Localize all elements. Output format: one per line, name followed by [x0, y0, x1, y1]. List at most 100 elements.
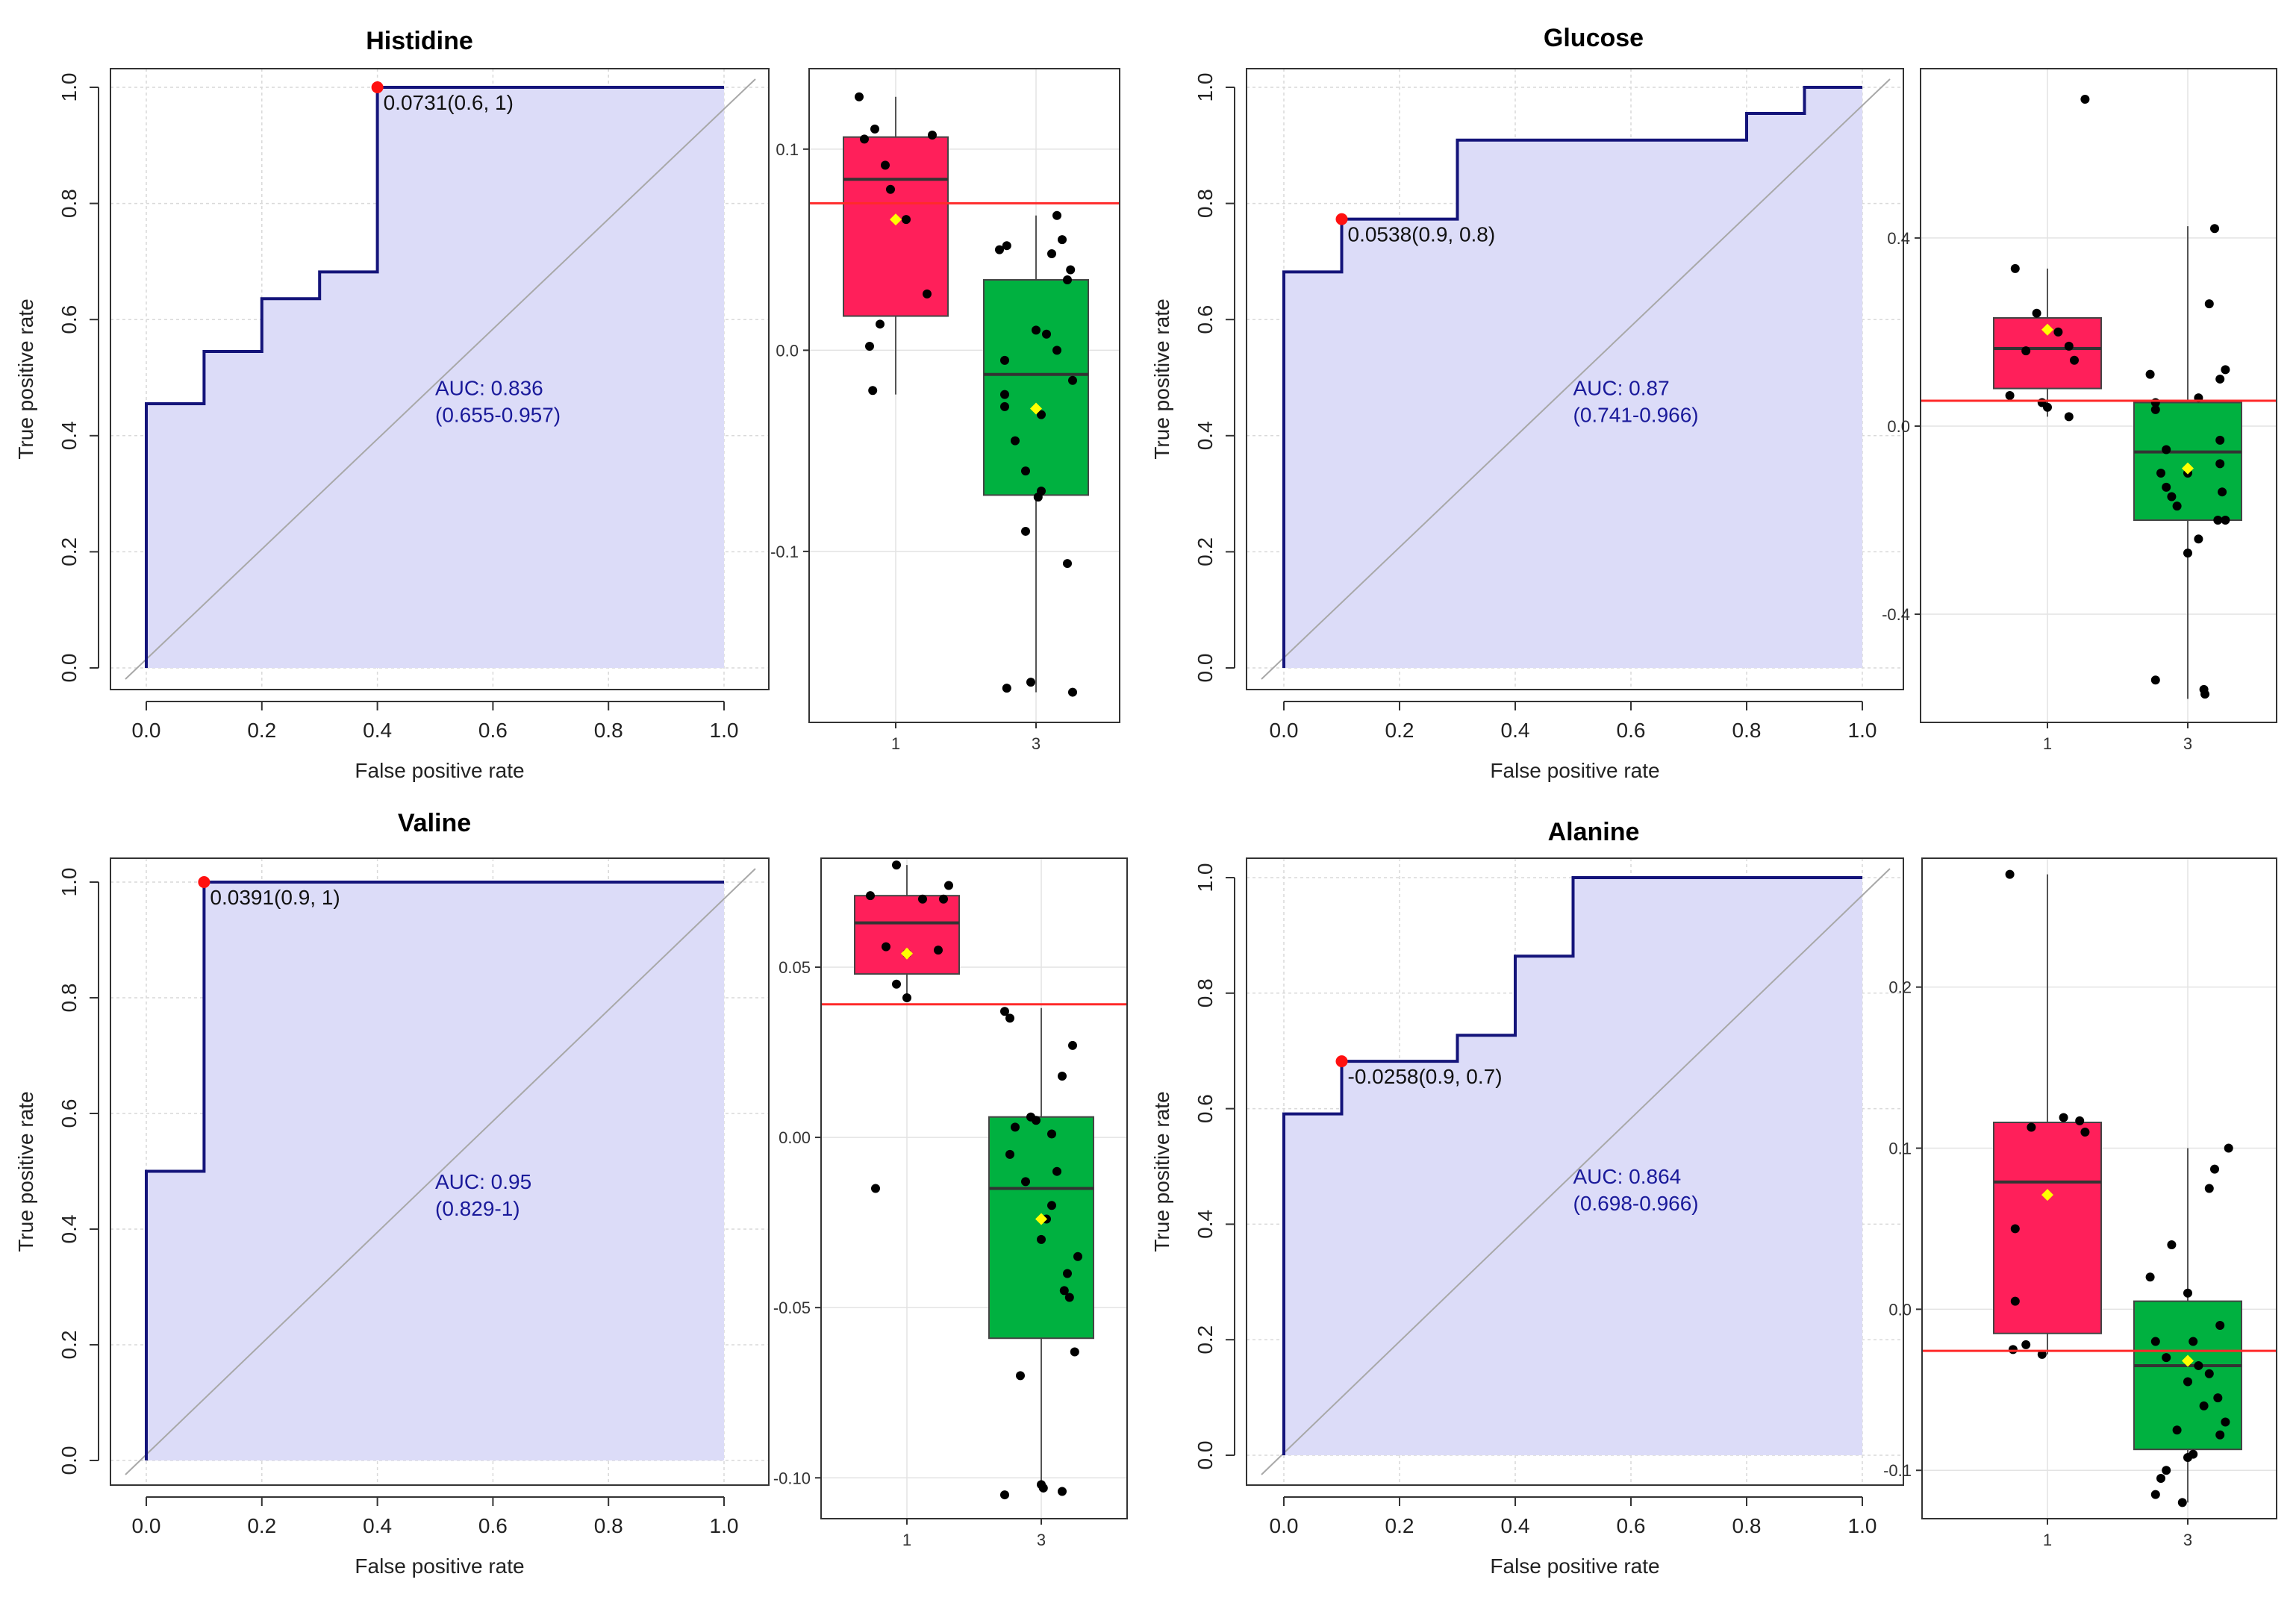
roc-y-tick-label: 0.0: [1194, 654, 1217, 683]
boxplot-group-3: [983, 215, 1089, 693]
boxplot-point: [1068, 375, 1077, 385]
roc-x-tick-label: 0.6: [1617, 1514, 1646, 1537]
roc-curve: [145, 86, 724, 668]
boxplot-point: [876, 319, 885, 329]
roc-y-tick-label: 0.4: [1194, 421, 1217, 450]
boxplot-gridlines: [1921, 69, 2277, 722]
roc-y-tick-label: 0.6: [57, 305, 81, 334]
roc-y-tick-label: 0.2: [57, 537, 81, 566]
boxplot-point: [1047, 1129, 1056, 1139]
boxplot-point: [2215, 374, 2225, 384]
roc-auc-label: AUC: 0.95: [435, 1170, 531, 1193]
roc-x-tick-label: 0.2: [1385, 719, 1414, 742]
roc-y-tick-label: 1.0: [57, 868, 81, 897]
boxplot-point: [1011, 1122, 1020, 1132]
boxplot-point: [871, 1184, 880, 1193]
roc-y-axis: 0.0 0.2 0.4 0.6 0.8 1.0 True positive rate: [1150, 863, 1235, 1469]
boxplot-points-1: [855, 92, 937, 396]
roc-y-tick-label: 0.0: [57, 654, 81, 683]
boxplot-point: [2199, 1401, 2209, 1410]
boxplot-point: [1016, 1371, 1025, 1381]
boxplot-point: [1021, 466, 1030, 476]
boxplot-point: [1000, 390, 1009, 399]
roc-x-tick-label: 0.6: [1617, 719, 1646, 742]
boxplot-point: [2059, 1113, 2068, 1122]
boxplot-point: [934, 946, 943, 955]
roc-y-tick-label: 0.8: [57, 984, 81, 1013]
boxplot-point: [2204, 1184, 2214, 1193]
boxplot-point: [2204, 1369, 2214, 1378]
roc-x-tick-label: 0.4: [363, 719, 392, 742]
chart-title: Valine: [398, 809, 471, 837]
boxplot-point: [2150, 1490, 2160, 1499]
boxplot-point: [2224, 1143, 2233, 1153]
boxplot-box: [2133, 1300, 2242, 1451]
boxplot-point: [892, 860, 901, 870]
roc-diagonal-reference: [1261, 78, 1891, 680]
boxplot-point: [2221, 365, 2230, 375]
roc-x-tick-label: 0.2: [247, 1514, 276, 1537]
boxplot-point: [886, 184, 895, 194]
boxplot-point: [2043, 402, 2052, 412]
boxplot-alanine: -0.1 0.0 0.1 0.2 1 3: [1883, 857, 2277, 1549]
boxplot-point: [2162, 1353, 2171, 1363]
roc-diagonal-reference: [125, 868, 756, 1475]
boxplot-box: [988, 1116, 1094, 1340]
boxplot-x-tick-label: 3: [2183, 1531, 2192, 1549]
boxplot-point: [2005, 869, 2015, 879]
boxplot-point: [1038, 1483, 1048, 1493]
boxplot-point: [1047, 249, 1056, 258]
boxplot-point: [2162, 482, 2171, 492]
boxplot-point: [1005, 1149, 1014, 1159]
chart-title: Histidine: [366, 27, 473, 55]
boxplot-point: [1068, 687, 1077, 697]
boxplot-point: [2194, 534, 2203, 544]
boxplot-point: [1000, 401, 1009, 411]
boxplot-y-tick-label: 0.1: [1888, 1140, 1912, 1158]
boxplot-point: [2150, 675, 2160, 685]
boxplot-box: [983, 279, 1089, 496]
boxplot-point: [1000, 1007, 1009, 1016]
boxplot-point: [2167, 492, 2177, 501]
boxplot-point: [2183, 1377, 2192, 1387]
boxplot-point: [2005, 391, 2015, 400]
boxplot-point: [866, 891, 875, 901]
boxplot-point: [1066, 265, 1076, 275]
roc-plot-frame: [110, 857, 770, 1486]
boxplot-point: [2010, 1224, 2020, 1234]
roc-x-tick-label: 1.0: [1848, 1514, 1877, 1537]
roc-y-axis-title: True positive rate: [1150, 1091, 1173, 1252]
boxplot-point: [2021, 346, 2031, 356]
boxplot-point: [1042, 329, 1051, 339]
roc-plot-frame: [110, 68, 770, 690]
roc-plot-frame: [1246, 857, 1904, 1486]
boxplot-point: [995, 245, 1004, 254]
roc-cutoff-point: [371, 81, 384, 93]
boxplot-box: [843, 136, 949, 317]
boxplot-point: [2210, 1164, 2219, 1174]
roc-y-axis: 0.0 0.2 0.4 0.6 0.8 1.0 True positive rate: [14, 73, 99, 683]
boxplot-valine: -0.10 -0.05 0.00 0.05 1 3: [773, 857, 1128, 1549]
boxplot-mean-marker: [901, 947, 913, 960]
boxplot-point: [1033, 493, 1043, 502]
roc-x-tick-label: 1.0: [1848, 719, 1877, 742]
boxplot-glucose: -0.4 0.0 0.4 1 3: [1882, 68, 2277, 753]
boxplot-point: [860, 134, 869, 144]
roc-x-tick-label: 0.0: [1270, 1514, 1299, 1537]
boxplot-point: [1052, 346, 1061, 355]
roc-y-tick-label: 1.0: [1194, 863, 1217, 893]
roc-x-tick-label: 0.8: [1732, 1514, 1762, 1537]
roc-x-tick-label: 0.6: [478, 1514, 508, 1537]
boxplot-point: [918, 894, 927, 904]
boxplot-point: [1059, 1286, 1069, 1296]
roc-x-axis: 0.0 0.2 0.4 0.6 0.8 1.0 False positive rate: [132, 701, 738, 782]
boxplot-point: [1058, 1487, 1067, 1496]
boxplot-point: [1064, 1293, 1074, 1302]
boxplot-point: [1021, 1177, 1030, 1187]
roc-auc-area: [1284, 87, 1862, 668]
boxplot-points-3: [995, 210, 1077, 697]
boxplot-point: [2075, 1116, 2085, 1125]
boxplot-point: [1021, 526, 1030, 536]
boxplot-point: [2204, 299, 2214, 309]
